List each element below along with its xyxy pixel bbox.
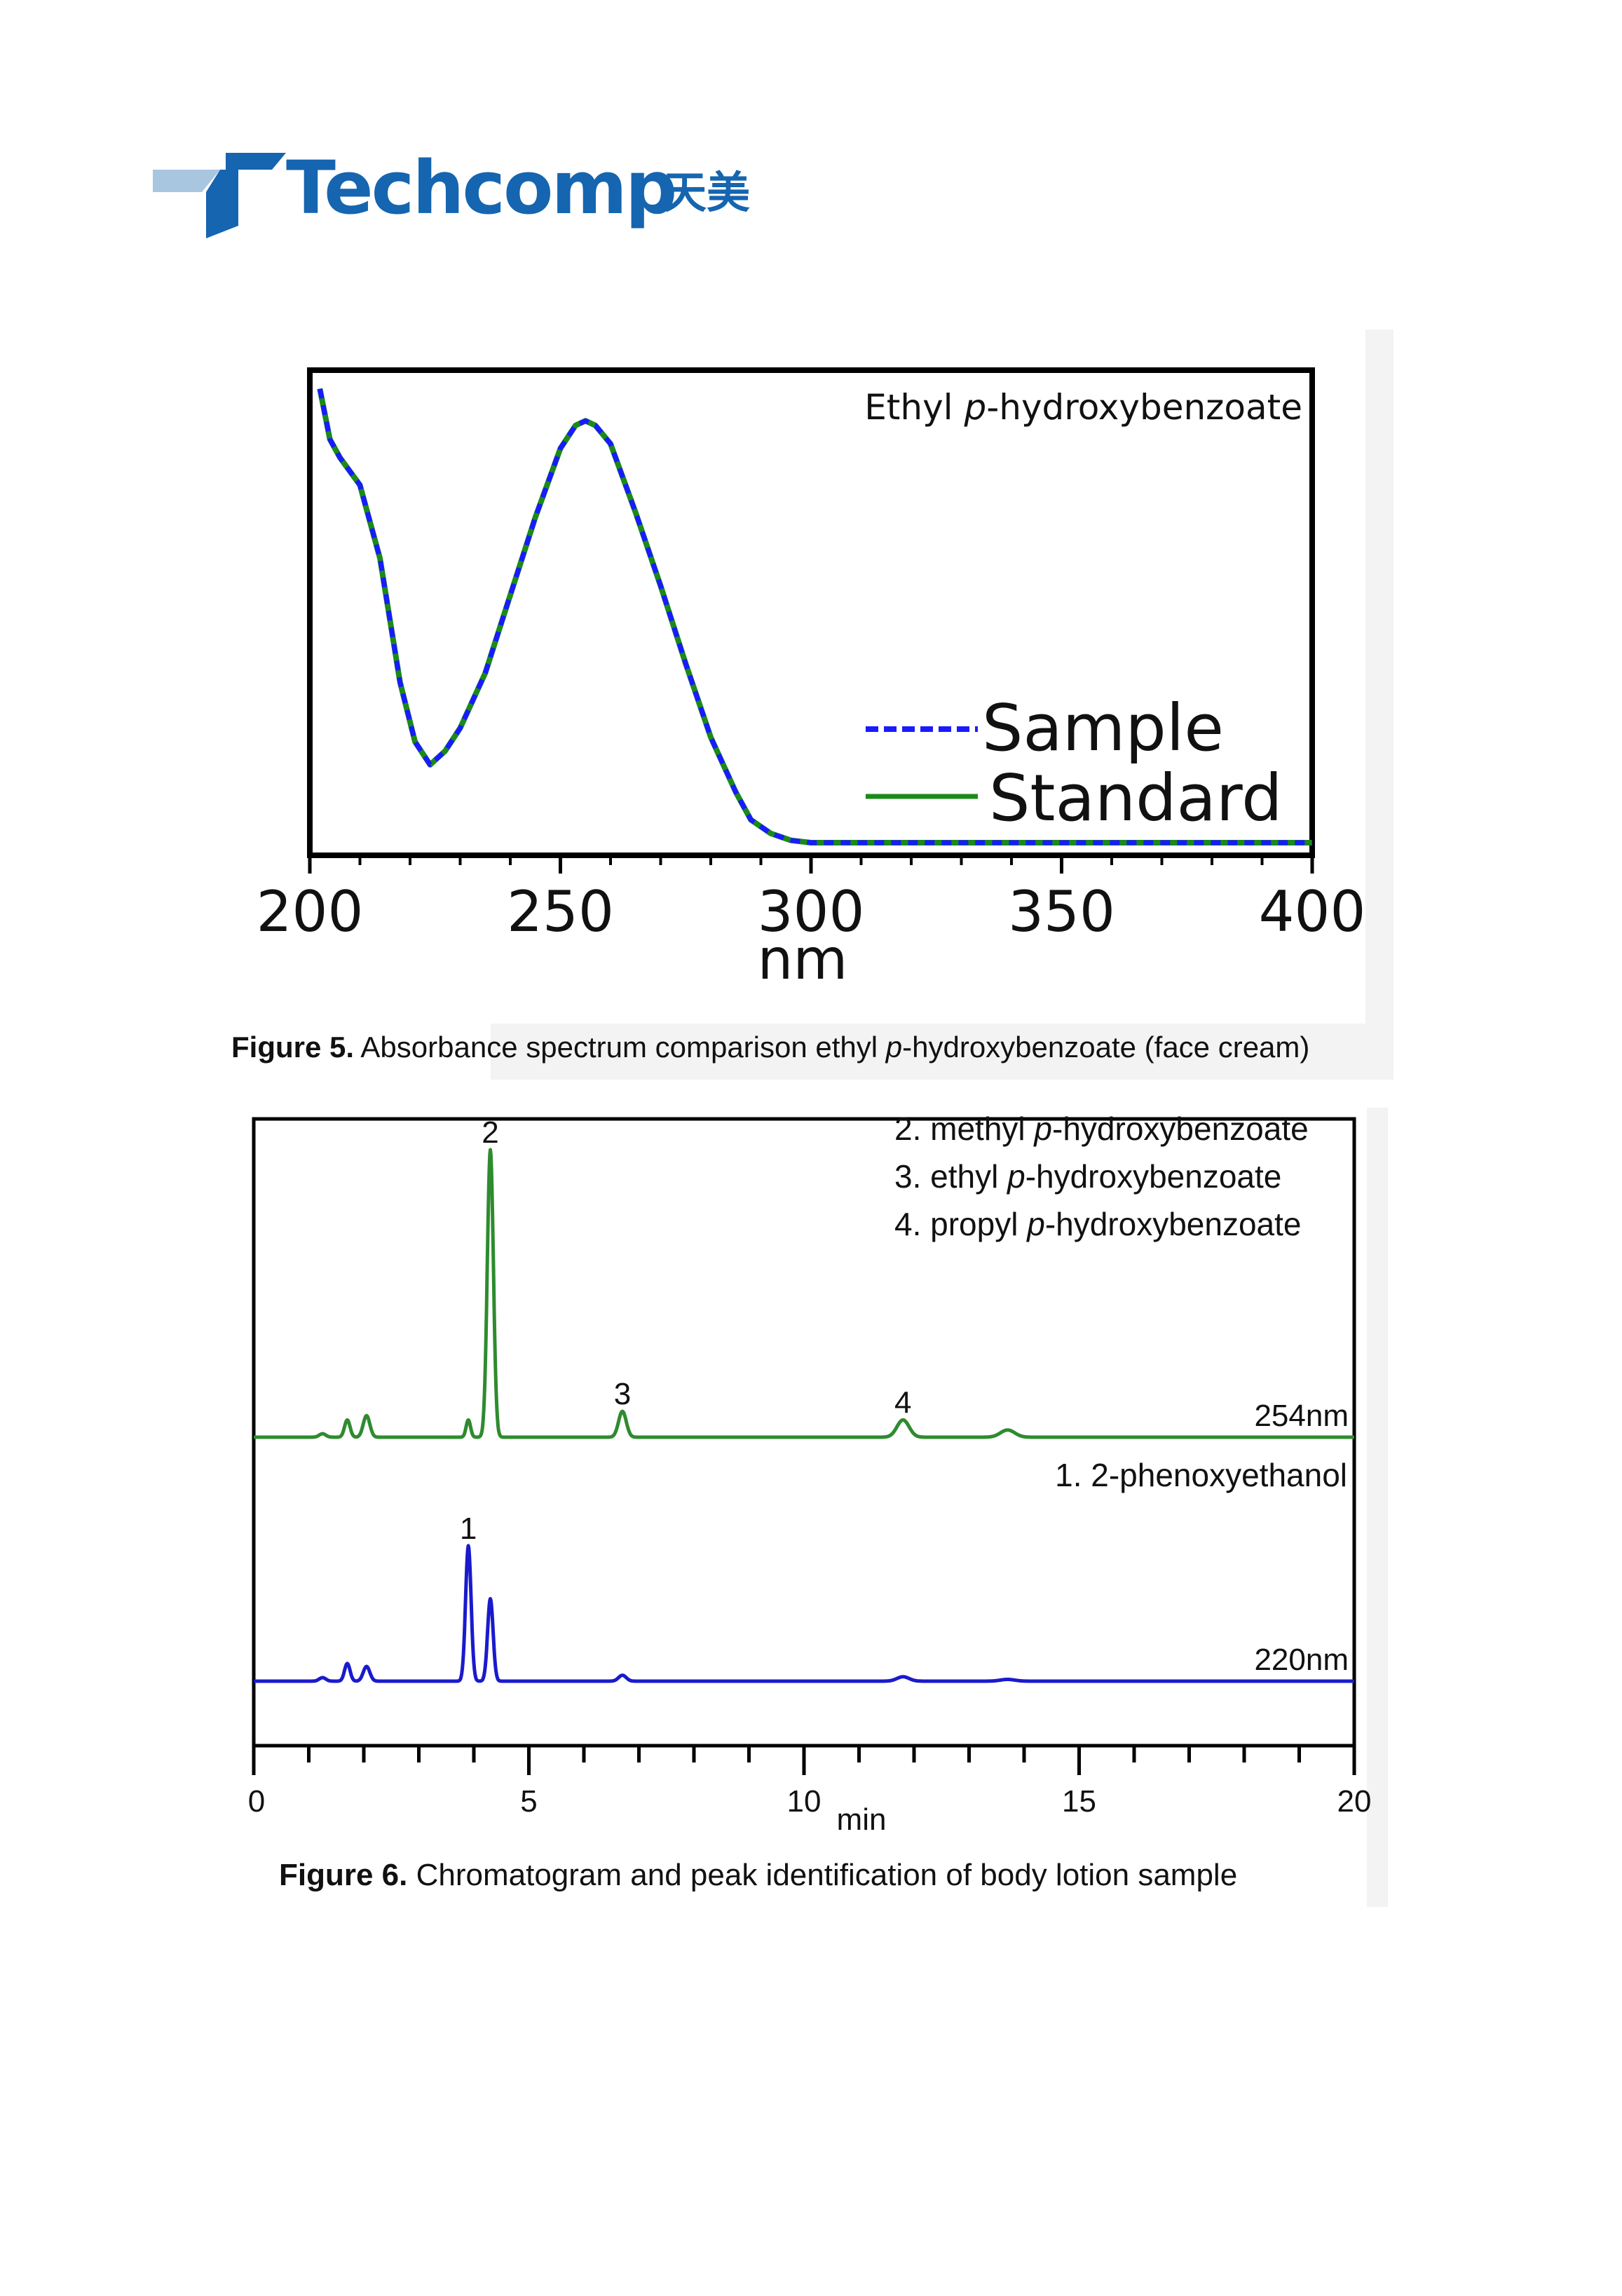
peak-label: 2 [482, 1115, 498, 1150]
figure6-caption: Figure 6. Chromatogram and peak identifi… [279, 1858, 1237, 1893]
peak-legend-item-4-post: -hydroxybenzoate [1045, 1206, 1302, 1242]
techcomp-logo: Techcomp 天美 [153, 147, 784, 245]
peak-legend-item-3-pre: 3. ethyl [894, 1158, 1007, 1195]
trace-label: 254nm [1254, 1399, 1349, 1433]
figure5-backdrop [1365, 330, 1393, 1080]
peak-legend-item-4-pre: 4. propyl [894, 1206, 1027, 1242]
chart-title: Ethyl p-hydroxybenzoate [864, 387, 1302, 428]
x-axis-label: min [837, 1802, 887, 1837]
peak-legend-item-2-post: -hydroxybenzoate [1052, 1110, 1309, 1147]
x-tick-label: 400 [1259, 879, 1366, 944]
figure5-caption-italic: p [885, 1031, 903, 1064]
figure5-chart: 200 250 300 350 400 nm Ethyl p-hydroxybenzoate… [231, 351, 1381, 1024]
peak-legend-item-4: 4. propyl p-hydroxybenzoate [894, 1206, 1301, 1242]
x-tick-label: 350 [1008, 879, 1115, 944]
x-tick-label: 300 [758, 879, 865, 944]
peak-legend-item-2-italic: p [1033, 1110, 1052, 1147]
trace-254nm [252, 1148, 1356, 1439]
peak-legend-item-3: 3. ethyl p-hydroxybenzoate [894, 1158, 1281, 1195]
peak-label: 3 [614, 1377, 631, 1411]
figure5-caption-post: -hydroxybenzoate (face cream) [902, 1031, 1310, 1064]
logo-text: Techcomp [286, 145, 677, 231]
peak-label: 4 [894, 1385, 911, 1420]
x-tick-label: 5 [520, 1784, 537, 1819]
peak-legend-item-2: 2. methyl p-hydroxybenzoate [894, 1110, 1309, 1147]
logo-mark-icon [153, 153, 286, 238]
figure5-caption-backdrop [491, 1024, 1393, 1080]
chart-title-pre: Ethyl [864, 387, 964, 428]
figure6-backdrop [1367, 1108, 1388, 1907]
figure6-caption-label: Figure 6. [279, 1858, 408, 1892]
series-line-sample [317, 388, 1312, 845]
logo-cjk-text: 天美 [663, 167, 751, 218]
x-tick-label: 200 [257, 879, 364, 944]
peak-legend-item-3-italic: p [1006, 1158, 1025, 1195]
figure5-caption: Figure 5. Absorbance spectrum comparison… [231, 1031, 1309, 1064]
peak-legend-item-4-italic: p [1025, 1206, 1045, 1242]
peak-legend-item-3-post: -hydroxybenzoate [1025, 1158, 1282, 1195]
trace-220nm [252, 1544, 1356, 1683]
figure6-caption-text: Chromatogram and peak identification of … [416, 1858, 1238, 1892]
figure5-caption-pre: Absorbance spectrum comparison ethyl [360, 1031, 886, 1064]
peak-legend-item-1: 1. 2-phenoxyethanol [1055, 1457, 1347, 1493]
legend-label-standard: Standard [989, 761, 1283, 836]
trace-label: 220nm [1254, 1643, 1349, 1677]
figure5-caption-label: Figure 5. [231, 1031, 355, 1064]
legend-label-sample: Sample [982, 691, 1224, 766]
chart-title-post: -hydroxybenzoate [986, 387, 1302, 428]
x-tick-label: 10 [787, 1784, 822, 1819]
x-axis-label: nm [758, 927, 848, 992]
x-tick-label: 20 [1337, 1784, 1372, 1819]
peak-label: 1 [460, 1512, 477, 1546]
x-tick-label: 250 [507, 879, 614, 944]
peak-legend-item-2-pre: 2. methyl [894, 1110, 1034, 1147]
chart-title-italic: p [963, 387, 986, 428]
x-tick-label: 0 [248, 1784, 265, 1819]
figure6-chart: 0 5 10 15 20 min 254nm 2 3 4 220nm 1 2. methyl p-hyd… [231, 1094, 1388, 1851]
x-tick-label: 15 [1062, 1784, 1096, 1819]
